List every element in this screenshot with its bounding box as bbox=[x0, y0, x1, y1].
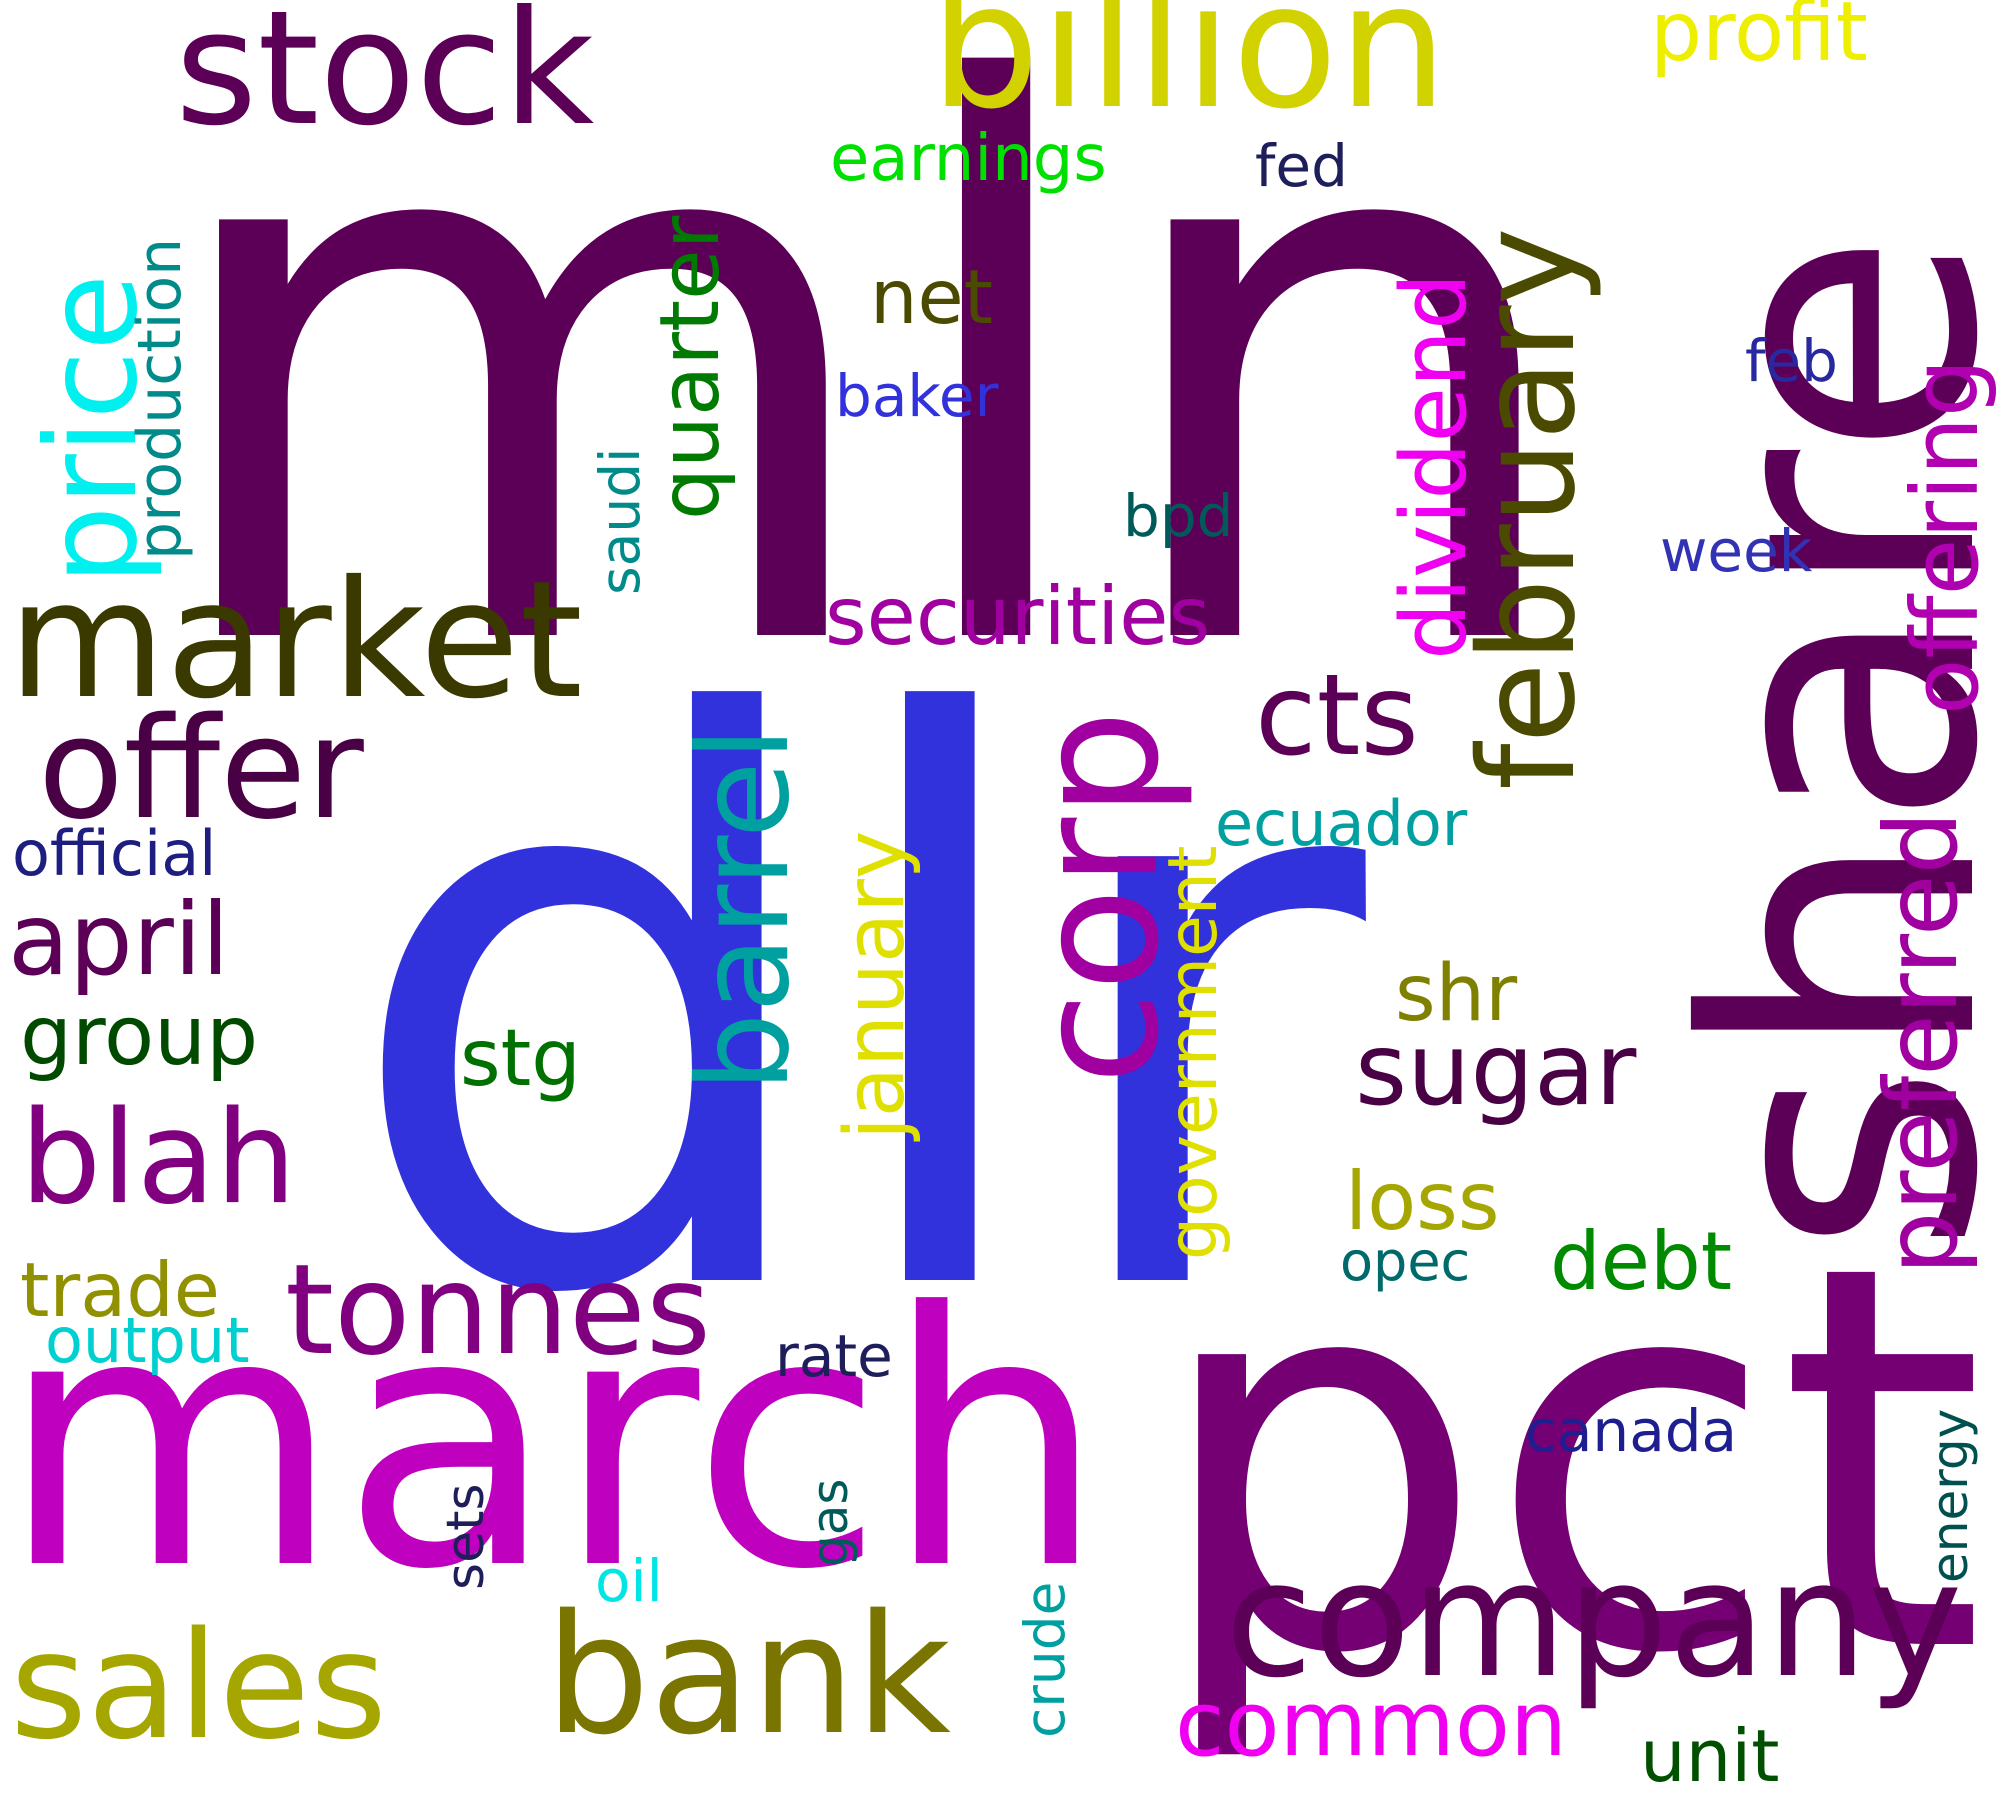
word-offer: offer bbox=[38, 688, 364, 851]
word-quarter: quarter bbox=[643, 215, 738, 520]
word-opec: opec bbox=[1340, 1230, 1471, 1293]
word-stg: stg bbox=[460, 1014, 581, 1104]
word-dividend: dividend bbox=[1382, 272, 1487, 660]
word-billion: billion bbox=[930, 0, 1448, 147]
word-gas: gas bbox=[801, 1478, 859, 1567]
word-saudi: saudi bbox=[588, 447, 652, 595]
word-common: common bbox=[1175, 1672, 1567, 1777]
word-pct: pct bbox=[1150, 1152, 1986, 1769]
word-preferred: preferred bbox=[1863, 811, 1980, 1275]
word-unit: unit bbox=[1640, 1714, 1780, 1798]
word-energy: energy bbox=[1921, 1408, 1979, 1583]
word-baker: baker bbox=[835, 362, 999, 430]
word-bpd: bpd bbox=[1123, 482, 1234, 550]
word-production: production bbox=[125, 237, 195, 560]
word-dlr: dlr bbox=[340, 561, 1366, 1463]
word-april: april bbox=[8, 881, 230, 998]
word-january: january bbox=[828, 830, 923, 1140]
word-sales: sales bbox=[10, 1600, 388, 1772]
word-blah: blah bbox=[20, 1084, 297, 1233]
word-fed: fed bbox=[1255, 132, 1348, 200]
word-barrel: barrel bbox=[672, 726, 817, 1092]
word-canada: canada bbox=[1525, 1397, 1738, 1465]
word-sets: sets bbox=[436, 1483, 496, 1590]
word-feb: feb bbox=[1745, 327, 1838, 395]
word-loss: loss bbox=[1345, 1155, 1500, 1248]
word-offering: offering bbox=[1892, 358, 1999, 715]
word-company: company bbox=[1225, 1526, 1963, 1713]
word-government: government bbox=[1154, 845, 1233, 1260]
word-cts: cts bbox=[1255, 651, 1419, 781]
word-rate: rate bbox=[775, 1322, 893, 1390]
word-official: official bbox=[12, 817, 217, 890]
word-tonnes: tonnes bbox=[285, 1238, 711, 1383]
word-bank: bank bbox=[545, 1579, 951, 1771]
word-march: march bbox=[0, 1238, 1106, 1646]
word-ecuador: ecuador bbox=[1215, 787, 1468, 860]
word-mln: mln bbox=[150, 0, 1584, 815]
word-trade: trade bbox=[20, 1246, 220, 1334]
word-week: week bbox=[1660, 517, 1813, 585]
word-stock: stock bbox=[175, 0, 595, 161]
word-sugar: sugar bbox=[1355, 1011, 1637, 1128]
word-oil: oil bbox=[595, 1547, 663, 1615]
word-crude: crude bbox=[1013, 1581, 1077, 1738]
word-securities: securities bbox=[825, 570, 1211, 663]
word-net: net bbox=[870, 253, 994, 341]
word-profit: profit bbox=[1650, 0, 1868, 80]
word-earnings: earnings bbox=[830, 122, 1107, 196]
word-shr: shr bbox=[1395, 949, 1518, 1039]
word-group: group bbox=[20, 989, 259, 1084]
word-market: market bbox=[8, 547, 583, 735]
word-debt: debt bbox=[1550, 1215, 1733, 1308]
word-output: output bbox=[45, 1304, 250, 1377]
